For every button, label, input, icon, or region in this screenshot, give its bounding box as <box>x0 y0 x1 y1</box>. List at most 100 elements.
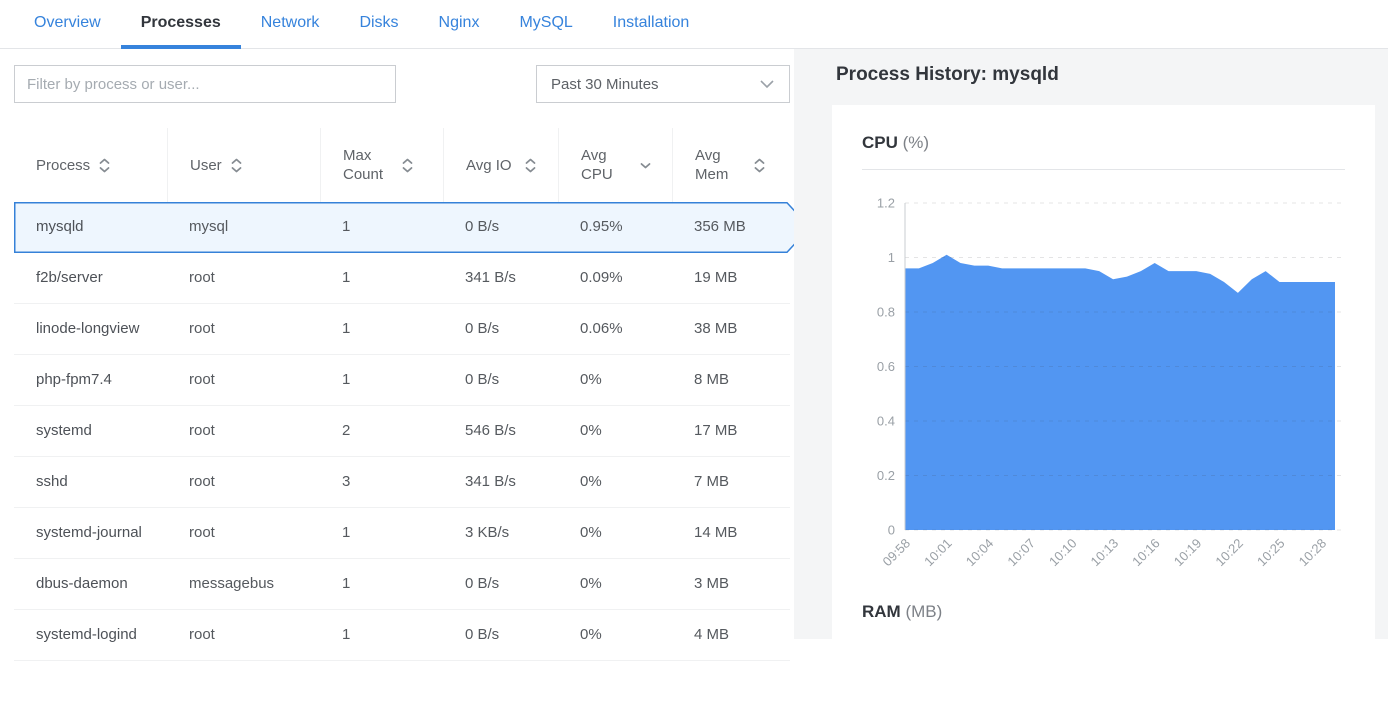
avg-mem-cell: 3 MB <box>694 575 730 592</box>
process-cell: linode-longview <box>36 320 140 337</box>
y-axis-tick-label: 0.6 <box>877 359 895 374</box>
sort-up-down-icon <box>231 158 242 172</box>
column-label: Avg Mem <box>695 147 729 183</box>
x-axis-tick-label: 10:22 <box>1212 536 1246 570</box>
avg-cpu-cell: 0.09% <box>580 269 623 286</box>
process-table-body: mysqld mysql 1 0 B/s 0.95% 356 MB f2b/server ro… <box>14 202 811 661</box>
avg-mem-cell: 38 MB <box>694 320 738 337</box>
process-filter-input[interactable] <box>14 65 396 103</box>
user-cell: root <box>189 422 215 439</box>
process-cell: f2b/server <box>36 269 103 286</box>
process-cell: systemd-logind <box>36 626 137 643</box>
max-count-cell: 3 <box>342 473 351 490</box>
avg-mem-cell: 19 MB <box>694 269 738 286</box>
y-axis-tick-label: 1 <box>888 250 895 265</box>
y-axis-tick-label: 1.2 <box>877 196 895 211</box>
avg-mem-cell: 17 MB <box>694 422 738 439</box>
column-label: User <box>190 156 222 174</box>
user-cell: mysql <box>189 218 229 235</box>
max-count-cell: 1 <box>342 575 351 592</box>
table-row-linode-longview[interactable]: linode-longview root 1 0 B/s 0.06% 38 MB <box>14 304 790 355</box>
avg-mem-cell: 356 MB <box>694 218 746 235</box>
avg-io-cell: 0 B/s <box>465 218 500 235</box>
table-row-php-fpm7.4[interactable]: php-fpm7.4 root 1 0 B/s 0% 8 MB <box>14 355 790 406</box>
tab-overview[interactable]: Overview <box>34 13 101 31</box>
column-label: Avg CPU <box>581 147 613 183</box>
avg-io-cell: 0 B/s <box>465 626 500 643</box>
table-row-mysqld[interactable]: mysqld mysql 1 0 B/s 0.95% 356 MB <box>14 202 811 253</box>
table-row-systemd-logind[interactable]: systemd-logind root 1 0 B/s 0% 4 MB <box>14 610 790 661</box>
avg-cpu-cell: 0% <box>580 575 602 592</box>
avg-cpu-cell: 0% <box>580 524 602 541</box>
max-count-cell: 1 <box>342 269 351 286</box>
tab-bar: Overview Processes Network Disks Nginx MySQL I… <box>0 0 1388 49</box>
x-axis-tick-label: 10:28 <box>1296 536 1330 570</box>
ram-section-heading: RAM (MB) <box>862 602 1345 638</box>
cpu-area-series <box>905 254 1335 530</box>
column-label: Max Count <box>343 147 384 183</box>
chevron-down-icon <box>759 76 775 93</box>
column-header-avg-mem[interactable]: Avg Mem <box>672 128 790 202</box>
table-row-f2b/server[interactable]: f2b/server root 1 341 B/s 0.09% 19 MB <box>14 253 790 304</box>
cpu-chart: 0 0.2 0.4 0.6 0.8 1 1.2 09:58 10:01 10:04 10:07 10:… <box>862 188 1345 588</box>
avg-mem-cell: 14 MB <box>694 524 738 541</box>
process-table: Process User Max Count Avg IO Avg CPU Avg Mem… <box>14 128 811 661</box>
ram-section-title: RAM <box>862 602 901 621</box>
avg-mem-cell: 8 MB <box>694 371 730 388</box>
process-table-header: Process User Max Count Avg IO Avg CPU Avg Mem <box>14 128 790 202</box>
column-header-max-count[interactable]: Max Count <box>320 128 443 202</box>
process-history-card: CPU (%) 0 0.2 0.4 0.6 0.8 1 1.2 09:58 10:01 10:04… <box>832 105 1375 725</box>
process-cell: dbus-daemon <box>36 575 128 592</box>
table-row-sshd[interactable]: sshd root 3 341 B/s 0% 7 MB <box>14 457 790 508</box>
process-history-title: Process History: mysqld <box>836 64 1059 85</box>
tab-disks[interactable]: Disks <box>359 13 399 31</box>
sort-up-down-icon <box>754 158 765 172</box>
process-cell: php-fpm7.4 <box>36 371 112 388</box>
x-axis-tick-label: 10:10 <box>1046 536 1080 570</box>
table-row-dbus-daemon[interactable]: dbus-daemon messagebus 1 0 B/s 0% 3 MB <box>14 559 790 610</box>
avg-cpu-cell: 0% <box>580 371 602 388</box>
max-count-cell: 1 <box>342 218 351 235</box>
y-axis-tick-label: 0.4 <box>877 414 895 429</box>
avg-mem-cell: 4 MB <box>694 626 730 643</box>
avg-mem-cell: 7 MB <box>694 473 730 490</box>
user-cell: root <box>189 371 215 388</box>
avg-cpu-cell: 0.06% <box>580 320 623 337</box>
avg-io-cell: 341 B/s <box>465 473 516 490</box>
table-row-systemd[interactable]: systemd root 2 546 B/s 0% 17 MB <box>14 406 790 457</box>
column-label: Avg IO <box>466 156 512 174</box>
user-cell: root <box>189 473 215 490</box>
column-label: Process <box>36 156 91 174</box>
tab-mysql[interactable]: MySQL <box>519 13 573 31</box>
column-header-avg-io[interactable]: Avg IO <box>443 128 558 202</box>
column-header-user[interactable]: User <box>167 128 320 202</box>
max-count-cell: 1 <box>342 626 351 643</box>
max-count-cell: 1 <box>342 371 351 388</box>
y-axis-tick-label: 0.2 <box>877 468 895 483</box>
x-axis-tick-label: 10:13 <box>1088 536 1122 570</box>
process-cell: mysqld <box>36 218 84 235</box>
user-cell: messagebus <box>189 575 275 592</box>
sort-up-down-icon <box>402 158 413 172</box>
tab-installation[interactable]: Installation <box>612 13 690 31</box>
avg-io-cell: 0 B/s <box>465 371 500 388</box>
x-axis-tick-label: 10:04 <box>963 536 997 570</box>
tab-network[interactable]: Network <box>260 13 320 31</box>
user-cell: root <box>189 269 215 286</box>
avg-io-cell: 3 KB/s <box>465 524 510 541</box>
x-axis-tick-label: 10:19 <box>1171 536 1205 570</box>
max-count-cell: 2 <box>342 422 351 439</box>
ram-section-unit: (MB) <box>905 602 943 621</box>
tabs-list: Overview Processes Network Disks Nginx MySQL I… <box>14 0 709 49</box>
user-cell: root <box>189 524 215 541</box>
tab-processes[interactable]: Processes <box>120 0 241 49</box>
tab-nginx[interactable]: Nginx <box>438 13 480 31</box>
processes-pane: Past 30 Minutes Process User Max Count Avg … <box>0 49 811 661</box>
table-row-systemd-journal[interactable]: systemd-journal root 1 3 KB/s 0% 14 MB <box>14 508 790 559</box>
avg-cpu-cell: 0% <box>580 626 602 643</box>
column-header-avg-cpu[interactable]: Avg CPU <box>558 128 672 202</box>
column-header-process[interactable]: Process <box>14 128 167 202</box>
y-axis-tick-label: 0.8 <box>877 305 895 320</box>
time-range-select[interactable]: Past 30 Minutes <box>536 65 790 103</box>
sort-up-down-icon <box>99 158 110 172</box>
